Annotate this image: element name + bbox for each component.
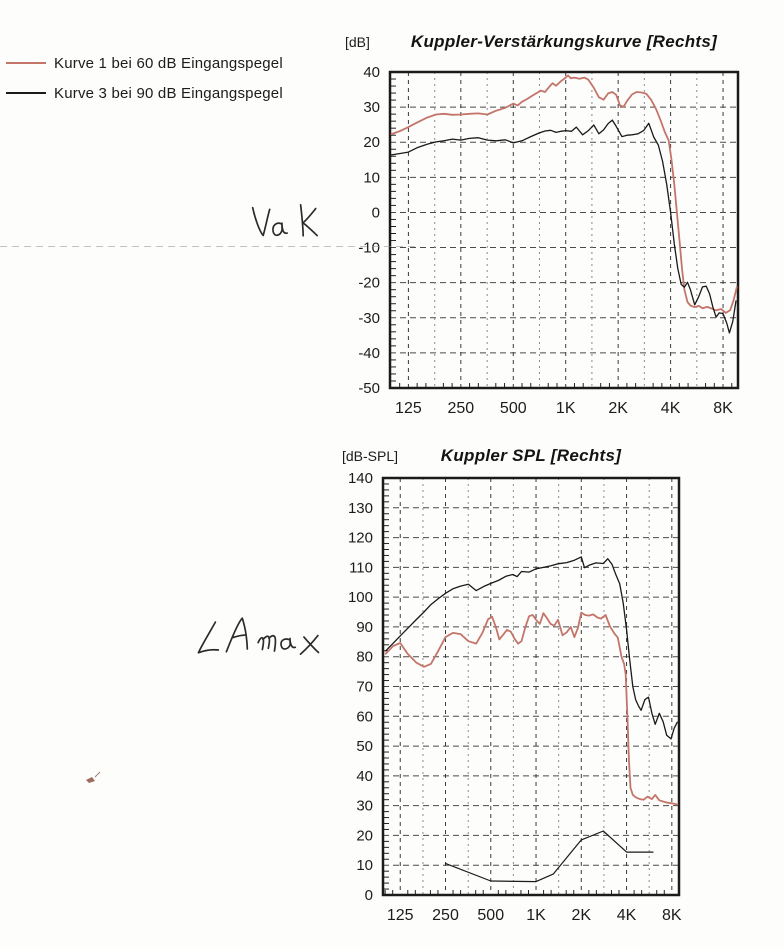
x-tick-label: 4K [661, 400, 681, 417]
y-tick-label: 140 [348, 470, 373, 487]
plot-border [381, 476, 681, 897]
top-chart-unit-label: [dB] [345, 34, 370, 50]
y-tick-label: 20 [356, 827, 373, 844]
x-tick-label: 8K [662, 907, 682, 924]
y-tick-label: 20 [363, 134, 380, 151]
x-tick-label: 1K [526, 907, 546, 924]
chart0-canvas: -50 -40 -30 -20 -10 0 10 20 30 40 125 250 500 1K 2K 4K 8… [358, 64, 740, 417]
y-tick-label: 60 [356, 708, 373, 725]
plot-border [388, 70, 740, 390]
legend: Kurve 1 bei 60 dB Eingangspegel Kurve 3 … [6, 48, 283, 108]
y-tick-label: 90 [356, 619, 373, 636]
curve3-line-swatch [6, 92, 46, 94]
x-tick-label: 250 [447, 400, 474, 417]
y-tick-label: 10 [363, 169, 380, 186]
legend-item-curve1: Kurve 1 bei 60 dB Eingangspegel [6, 48, 283, 78]
x-axis-labels: 125 250 500 1K 2K 4K 8K [395, 400, 733, 417]
bottom-chart-unit-label: [dB-SPL] [342, 448, 399, 464]
ink-speck-artifact [86, 771, 101, 783]
gridlines [390, 72, 738, 388]
y-axis-labels: 0 10 20 30 40 50 60 70 80 90 100 110 120 130 140 [348, 470, 373, 904]
series-1-curve [390, 119, 737, 334]
handwritten-annotation-vak [251, 203, 319, 237]
y-tick-label: 0 [372, 204, 380, 221]
y-tick-label: -20 [358, 275, 380, 292]
gridlines [383, 478, 679, 895]
series-2-curve [444, 830, 654, 883]
y-tick-label: -30 [358, 310, 380, 327]
series-0-curve [385, 556, 678, 740]
legend-label-curve3: Kurve 3 bei 90 dB Eingangspegel [54, 84, 283, 102]
x-tick-label: 4K [617, 907, 637, 924]
y-tick-label: -10 [358, 240, 380, 257]
curve1-line-swatch [6, 62, 46, 64]
y-tick-label: 30 [363, 99, 380, 116]
x-tick-label: 2K [572, 907, 592, 924]
y-tick-label: 120 [348, 530, 373, 547]
legend-item-curve3: Kurve 3 bei 90 dB Eingangspegel [6, 78, 283, 108]
y-tick-label: 50 [356, 738, 373, 755]
handwritten-annotation-lamax [197, 617, 320, 656]
y-tick-label: 80 [356, 649, 373, 666]
series-0-curve [390, 74, 738, 314]
y-tick-label: -50 [358, 380, 380, 397]
y-tick-label: 30 [356, 798, 373, 815]
scan-artifact-line [0, 246, 420, 247]
y-tick-label: 110 [349, 559, 373, 576]
x-tick-label: 250 [432, 907, 459, 924]
x-axis-labels: 125 250 500 1K 2K 4K 8K [387, 907, 682, 924]
x-tick-label: 1K [556, 400, 576, 417]
bottom-chart-title: Kuppler SPL [Rechts] [440, 446, 622, 465]
x-tick-label: 500 [500, 400, 527, 417]
x-tick-label: 8K [713, 400, 733, 417]
y-tick-label: 40 [356, 768, 373, 785]
y-axis-labels: -50 -40 -30 -20 -10 0 10 20 30 40 [358, 64, 380, 397]
legend-label-curve1: Kurve 1 bei 60 dB Eingangspegel [54, 54, 283, 72]
y-tick-label: 10 [356, 857, 373, 874]
y-tick-label: 70 [356, 679, 373, 696]
chart1-canvas: 0 10 20 30 40 50 60 70 80 90 100 110 120 130 140 125 250… [348, 470, 682, 924]
y-tick-label: 0 [365, 887, 373, 904]
top-chart-title: Kuppler-Verstärkungskurve [Rechts] [410, 32, 718, 51]
minor-ticks [390, 78, 733, 388]
series-1-curve [384, 611, 679, 806]
x-tick-label: 500 [477, 907, 504, 924]
minor-ticks [383, 483, 665, 895]
y-tick-label: 130 [348, 500, 373, 517]
y-tick-label: 40 [363, 64, 380, 81]
x-tick-label: 125 [387, 907, 414, 924]
x-tick-label: 2K [608, 400, 628, 417]
x-tick-label: 125 [395, 400, 422, 417]
y-tick-label: 100 [348, 589, 373, 606]
y-tick-label: -40 [358, 345, 380, 362]
